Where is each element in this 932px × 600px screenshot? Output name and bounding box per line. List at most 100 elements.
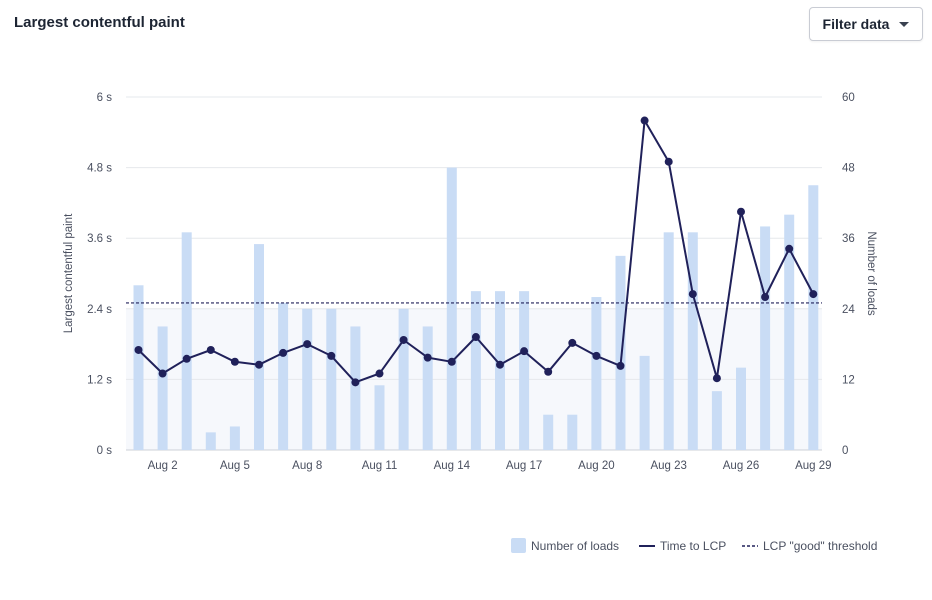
filter-data-label: Filter data	[822, 16, 890, 32]
lcp-point[interactable]	[447, 357, 456, 366]
lcp-point[interactable]	[520, 347, 529, 356]
y-left-tick-label: 4.8 s	[87, 163, 112, 175]
legend-label-loads: Number of loads	[531, 539, 619, 553]
y-right-tick-label: 60	[842, 92, 855, 104]
loads-bar[interactable]	[663, 232, 674, 450]
lcp-point[interactable]	[399, 335, 408, 344]
loads-bar[interactable]	[205, 432, 216, 450]
loads-bar[interactable]	[278, 302, 289, 450]
loads-bar[interactable]	[133, 285, 144, 450]
y-left-axis-title: Largest contentful paint	[63, 213, 75, 333]
lcp-point[interactable]	[809, 290, 818, 299]
y-right-tick-label: 36	[842, 233, 855, 245]
lcp-point[interactable]	[664, 157, 673, 166]
lcp-point[interactable]	[182, 354, 191, 363]
lcp-point[interactable]	[544, 367, 553, 376]
lcp-point[interactable]	[303, 340, 312, 349]
loads-bar[interactable]	[639, 355, 650, 450]
loads-bar[interactable]	[808, 185, 819, 450]
loads-bar[interactable]	[784, 214, 795, 450]
lcp-point[interactable]	[616, 361, 625, 370]
loads-bar[interactable]	[711, 391, 722, 450]
legend-bar-swatch	[511, 538, 526, 553]
loads-bar[interactable]	[687, 232, 698, 450]
y-left-tick-label: 0 s	[97, 445, 113, 457]
loads-bar[interactable]	[181, 232, 192, 450]
x-tick-label: Aug 14	[434, 460, 471, 472]
filter-data-button[interactable]: Filter data	[809, 7, 923, 41]
lcp-point[interactable]	[134, 345, 143, 354]
lcp-point[interactable]	[737, 207, 745, 216]
y-right-axis-title: Number of loads	[865, 231, 877, 316]
lcp-point[interactable]	[688, 290, 697, 299]
loads-bar[interactable]	[446, 167, 457, 450]
loads-bar[interactable]	[567, 414, 578, 450]
y-left-tick-label: 1.2 s	[87, 374, 112, 386]
lcp-point[interactable]	[327, 351, 336, 360]
legend-item-threshold[interactable]: LCP "good" threshold	[742, 539, 877, 553]
page-title: Largest contentful paint	[14, 14, 185, 31]
x-tick-label: Aug 11	[362, 460, 398, 472]
lcp-point[interactable]	[712, 374, 721, 383]
loads-bar[interactable]	[591, 297, 602, 450]
loads-bar[interactable]	[326, 308, 337, 450]
loads-bar[interactable]	[374, 385, 385, 450]
loads-bar[interactable]	[470, 291, 481, 450]
loads-bar[interactable]	[422, 326, 433, 450]
lcp-point[interactable]	[158, 369, 167, 378]
lcp-point[interactable]	[206, 345, 215, 354]
y-right-tick-label: 24	[842, 304, 855, 316]
legend-item-loads[interactable]: Number of loads	[511, 538, 619, 553]
lcp-point[interactable]	[351, 378, 360, 387]
loads-bar[interactable]	[543, 414, 554, 450]
x-tick-label: Aug 17	[506, 460, 542, 472]
x-tick-label: Aug 29	[795, 460, 831, 472]
loads-bar[interactable]	[736, 367, 746, 450]
x-tick-label: Aug 8	[292, 460, 322, 472]
loads-bar[interactable]	[157, 326, 168, 450]
lcp-point[interactable]	[640, 116, 649, 125]
loads-bar[interactable]	[302, 308, 313, 450]
legend-label-lcp: Time to LCP	[660, 539, 726, 553]
lcp-point[interactable]	[255, 360, 263, 369]
loads-bar[interactable]	[495, 291, 505, 450]
chart-legend: Number of loads Time to LCP LCP "good" t…	[511, 538, 877, 553]
x-tick-label: Aug 23	[650, 460, 686, 472]
loads-bar[interactable]	[398, 308, 409, 450]
x-tick-label: Aug 20	[578, 460, 614, 472]
lcp-point[interactable]	[785, 244, 794, 253]
lcp-point[interactable]	[423, 353, 432, 362]
y-right-tick-label: 12	[842, 374, 855, 386]
time-to-lcp-points	[134, 116, 818, 387]
loads-bar[interactable]	[350, 326, 361, 450]
lcp-point[interactable]	[568, 338, 577, 347]
loads-bar[interactable]	[229, 426, 240, 450]
loads-bar[interactable]	[615, 255, 626, 450]
legend-item-lcp[interactable]: Time to LCP	[639, 539, 726, 553]
lcp-point[interactable]	[230, 357, 239, 366]
y-left-tick-label: 2.4 s	[87, 304, 112, 316]
legend-label-threshold: LCP "good" threshold	[763, 539, 877, 553]
lcp-point[interactable]	[375, 369, 384, 378]
x-tick-label: Aug 26	[723, 460, 759, 472]
loads-bar[interactable]	[254, 244, 264, 450]
x-tick-label: Aug 2	[148, 460, 178, 472]
y-right-tick-label: 48	[842, 163, 855, 175]
loads-bars	[133, 167, 819, 450]
loads-bar[interactable]	[760, 226, 771, 450]
x-tick-labels: Aug 2 Aug 5 Aug 8 Aug 11 Aug 14 Aug 17 Aug 20 A…	[148, 460, 832, 472]
loads-bar[interactable]	[519, 291, 530, 450]
y-right-tick-label: 0	[842, 445, 848, 457]
lcp-point[interactable]	[279, 348, 288, 357]
lcp-point[interactable]	[471, 333, 480, 342]
lcp-point[interactable]	[761, 293, 770, 302]
x-tick-label: Aug 5	[220, 460, 250, 472]
y-left-tick-labels: 0 s 1.2 s 2.4 s 3.6 s 4.8 s 6 s	[87, 92, 112, 457]
y-right-tick-labels: 0 12 24 36 48 60	[842, 92, 855, 457]
y-left-tick-label: 6 s	[97, 92, 113, 104]
lcp-point[interactable]	[592, 351, 601, 360]
caret-down-icon	[899, 21, 910, 27]
lcp-point[interactable]	[496, 360, 504, 369]
